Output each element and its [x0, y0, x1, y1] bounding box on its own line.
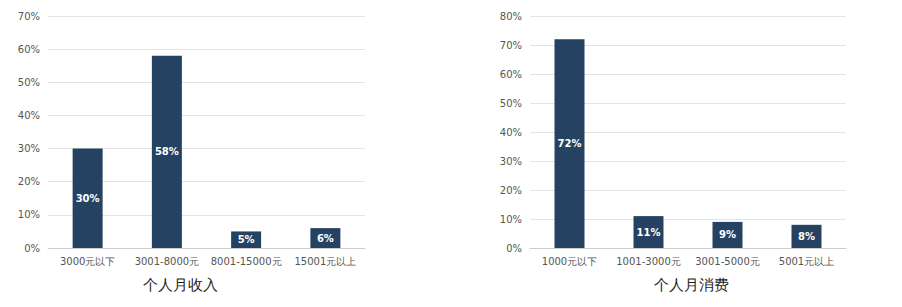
svg-text:8%: 8% [798, 231, 815, 242]
svg-text:30%: 30% [500, 156, 522, 167]
svg-text:30%: 30% [18, 143, 40, 154]
svg-text:72%: 72% [558, 138, 582, 149]
svg-text:3001-5000元: 3001-5000元 [695, 256, 760, 267]
svg-text:3000元以下: 3000元以下 [60, 256, 115, 267]
svg-text:6%: 6% [317, 233, 334, 244]
svg-text:50%: 50% [18, 77, 40, 88]
svg-text:1000元以下: 1000元以下 [542, 256, 597, 267]
svg-text:11%: 11% [637, 227, 661, 238]
svg-text:10%: 10% [18, 209, 40, 220]
svg-text:58%: 58% [155, 146, 179, 157]
svg-text:50%: 50% [500, 98, 522, 109]
svg-text:60%: 60% [18, 44, 40, 55]
svg-text:15001元以上: 15001元以上 [294, 256, 356, 267]
svg-text:9%: 9% [719, 229, 736, 240]
svg-text:60%: 60% [500, 69, 522, 80]
svg-text:0%: 0% [24, 243, 40, 254]
svg-text:5%: 5% [238, 234, 255, 245]
svg-text:10%: 10% [500, 214, 522, 225]
svg-text:1001-3000元: 1001-3000元 [616, 256, 681, 267]
svg-text:70%: 70% [500, 40, 522, 51]
svg-text:40%: 40% [18, 110, 40, 121]
svg-text:3001-8000元: 3001-8000元 [135, 256, 200, 267]
svg-text:个人月消费: 个人月消费 [654, 276, 729, 294]
svg-text:个人月收入: 个人月收入 [143, 276, 218, 294]
svg-text:8001-15000元: 8001-15000元 [211, 256, 282, 267]
svg-text:30%: 30% [76, 193, 100, 204]
svg-text:5001元以上: 5001元以上 [779, 256, 834, 267]
svg-text:70%: 70% [18, 11, 40, 22]
svg-text:20%: 20% [18, 176, 40, 187]
svg-text:80%: 80% [500, 11, 522, 22]
svg-text:40%: 40% [500, 127, 522, 138]
svg-text:20%: 20% [500, 185, 522, 196]
svg-text:0%: 0% [506, 243, 522, 254]
